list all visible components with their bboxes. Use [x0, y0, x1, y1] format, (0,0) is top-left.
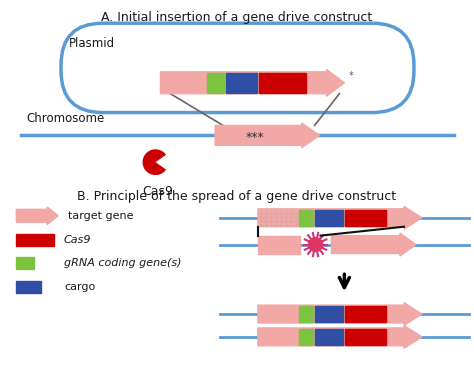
FancyArrow shape: [258, 325, 422, 348]
Bar: [299, 306, 313, 322]
Text: gRNA coding gene(s): gRNA coding gene(s): [64, 258, 182, 269]
Bar: [315, 329, 343, 345]
Bar: [315, 210, 343, 226]
Text: target gene: target gene: [68, 211, 134, 221]
Bar: [345, 306, 386, 322]
Bar: [259, 73, 306, 93]
FancyArrow shape: [258, 236, 300, 254]
Text: ***: ***: [246, 131, 264, 144]
Text: cargo: cargo: [64, 282, 95, 292]
Bar: [16, 281, 41, 293]
FancyArrow shape: [258, 303, 422, 325]
Bar: [226, 73, 257, 93]
Text: A. Initial insertion of a gene drive construct: A. Initial insertion of a gene drive con…: [101, 11, 373, 24]
Bar: [16, 257, 34, 269]
Text: B. Principle of the spread of a gene drive construct: B. Principle of the spread of a gene dri…: [77, 190, 397, 203]
Bar: [345, 329, 386, 345]
Text: Cas9: Cas9: [64, 234, 91, 245]
FancyArrow shape: [331, 233, 416, 256]
Wedge shape: [143, 149, 166, 175]
Text: Chromosome: Chromosome: [26, 113, 104, 125]
Bar: [299, 210, 313, 226]
Bar: [315, 306, 343, 322]
FancyArrow shape: [258, 206, 422, 229]
FancyArrow shape: [16, 207, 58, 225]
Bar: [345, 210, 386, 226]
Circle shape: [309, 237, 322, 252]
Bar: [16, 234, 54, 246]
FancyArrow shape: [215, 123, 319, 148]
Text: *: *: [348, 71, 353, 81]
Bar: [299, 329, 313, 345]
FancyArrow shape: [161, 70, 345, 96]
Bar: [207, 73, 224, 93]
Text: Cas9: Cas9: [142, 185, 173, 198]
Text: Plasmid: Plasmid: [69, 37, 115, 50]
